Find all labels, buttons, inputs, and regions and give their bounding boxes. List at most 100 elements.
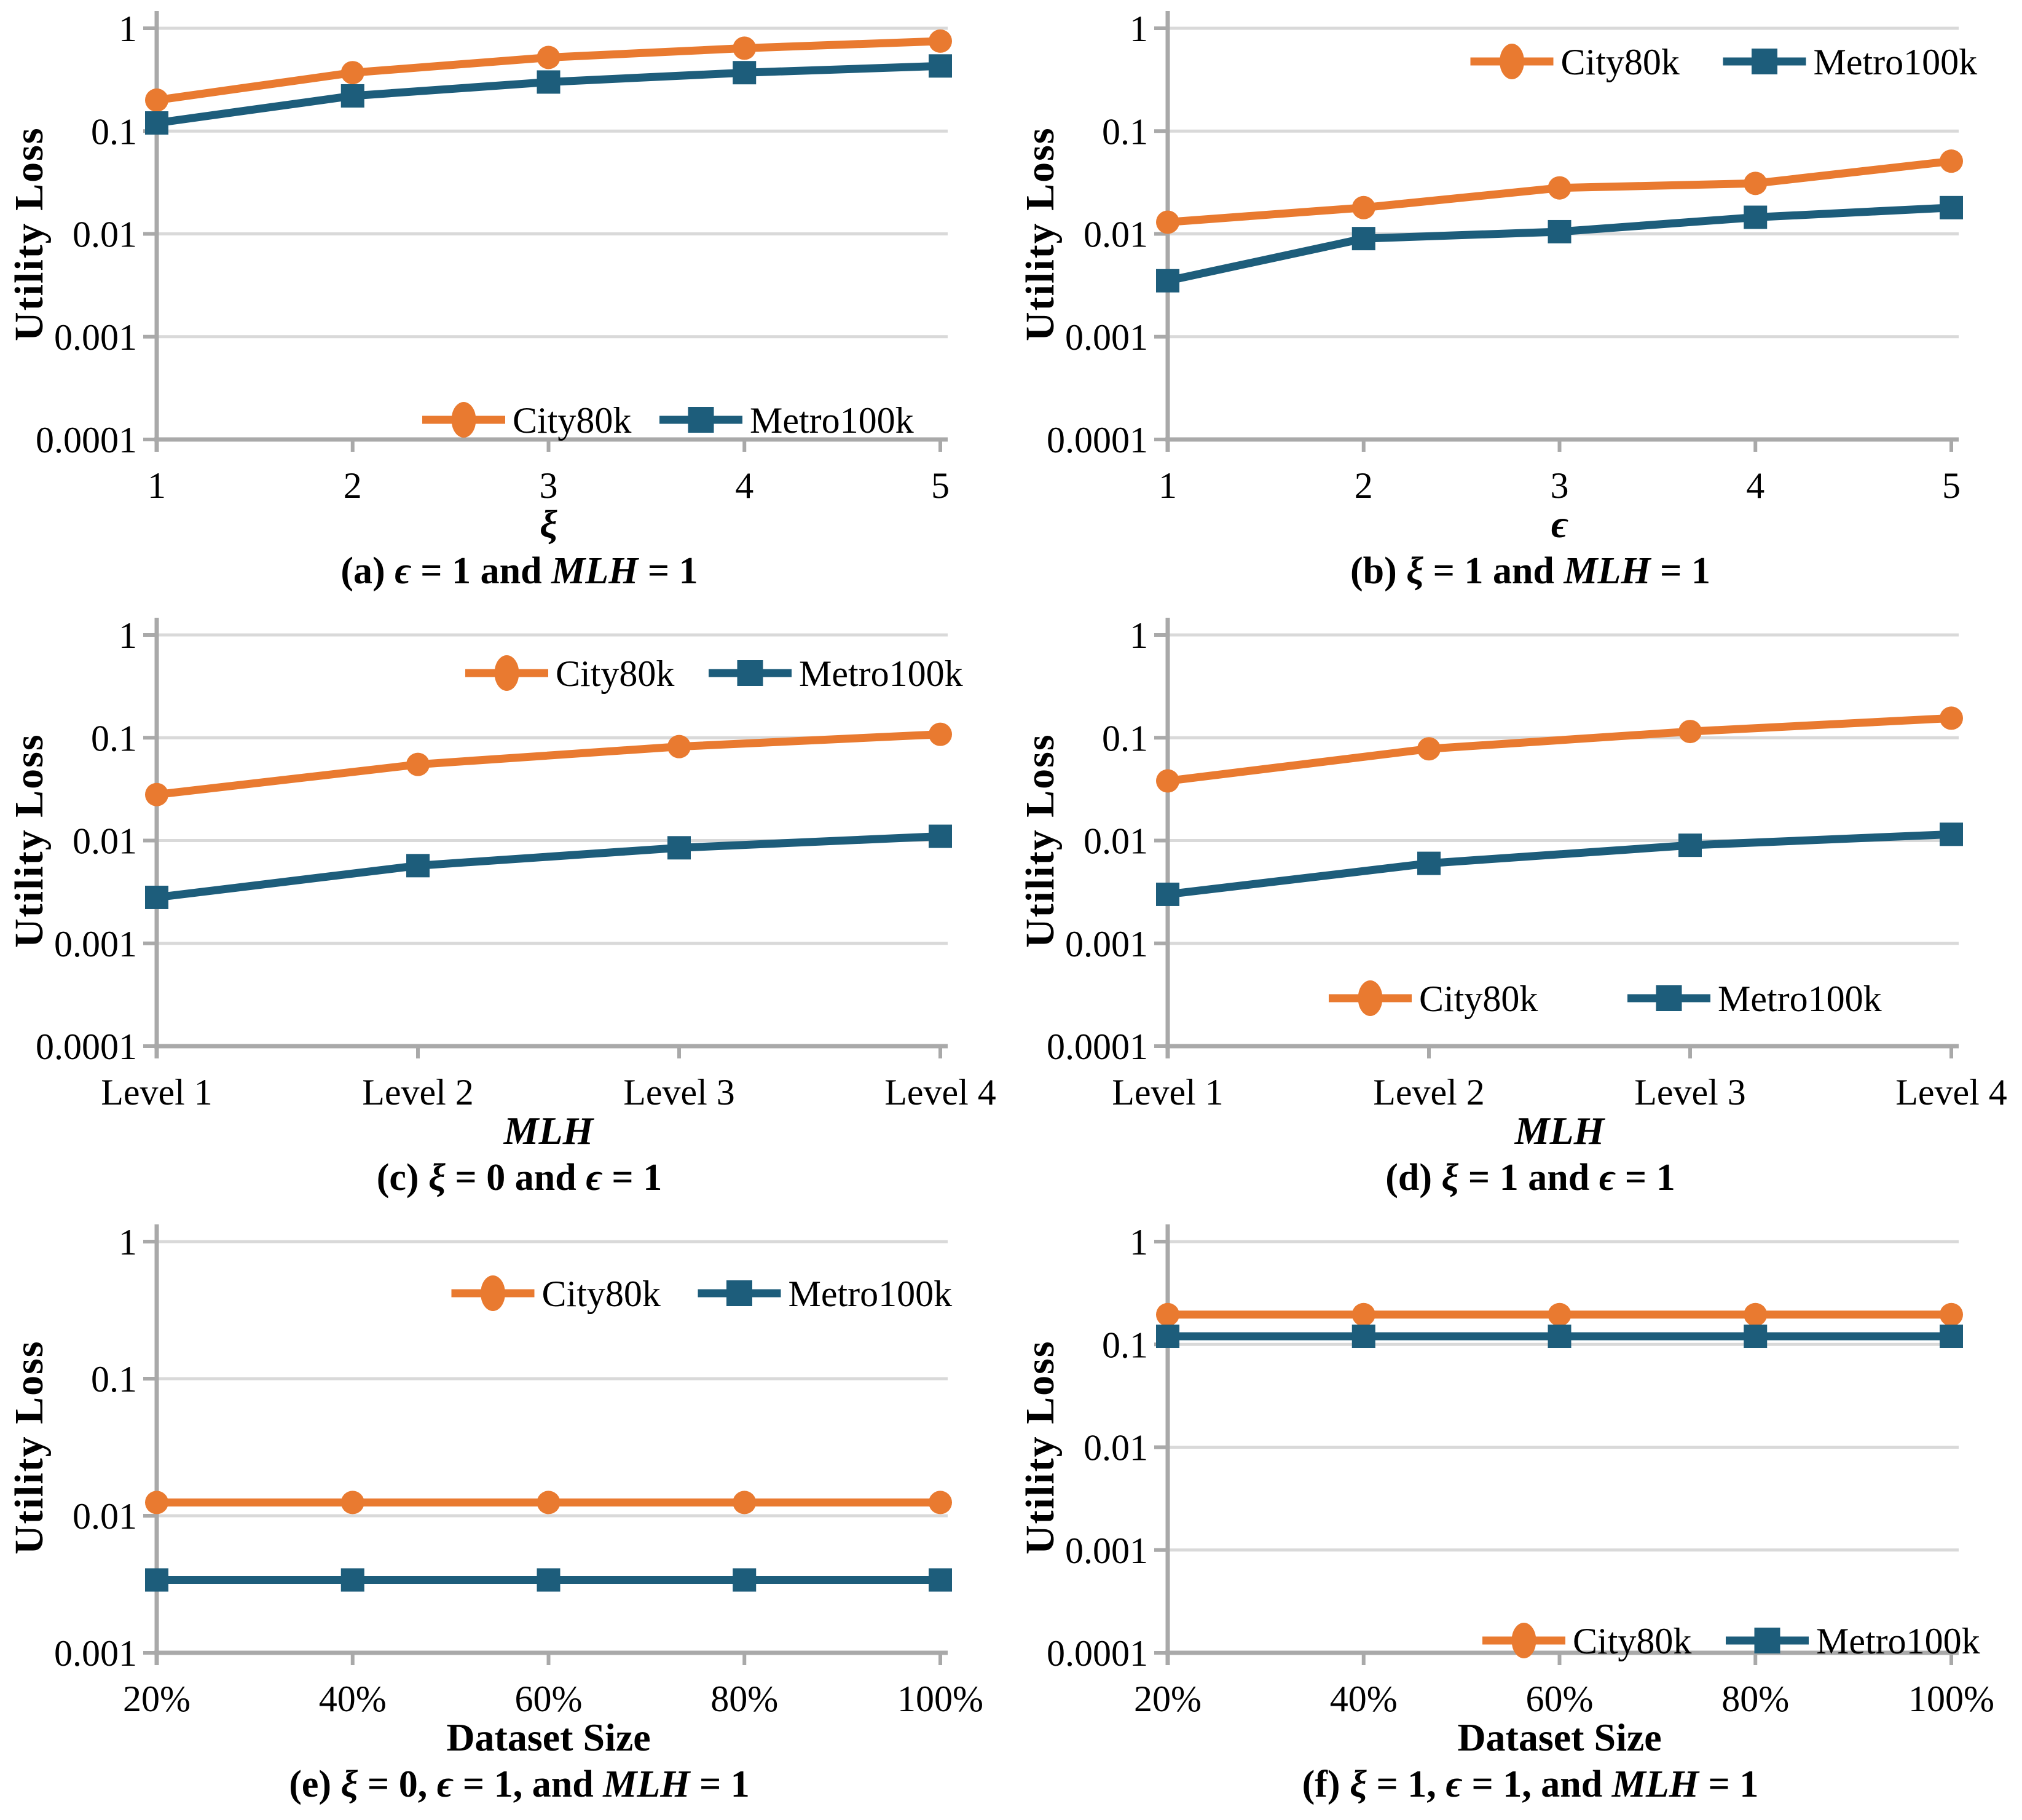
y-tick-label: 0.01 [73, 215, 137, 255]
x-tick-label: Level 4 [1895, 1072, 2007, 1113]
data-point-metro100k [929, 1568, 952, 1592]
y-tick-label: 0.001 [1065, 317, 1148, 358]
data-point-metro100k [1678, 833, 1702, 857]
data-point-metro100k [1156, 882, 1179, 906]
data-point-metro100k [145, 1568, 168, 1592]
data-point-metro100k [1744, 1325, 1768, 1349]
data-point-metro100k [1351, 227, 1375, 251]
panel-caption: (c) ξ = 0 and ϵ = 1 [98, 1156, 940, 1200]
series-line-metro100k [1163, 830, 1956, 899]
data-point-city80k [340, 1491, 364, 1515]
data-point-city80k [1940, 1302, 1963, 1326]
legend-label: Metro100k [1816, 1621, 1980, 1661]
math-symbol: ξ [428, 1157, 446, 1199]
legend-item-city80k: City80k [451, 1274, 661, 1314]
data-point-city80k [1351, 195, 1375, 219]
x-tick-label: 4 [735, 465, 753, 506]
data-point-city80k [1744, 171, 1768, 195]
data-point-metro100k [667, 836, 691, 860]
data-point-city80k [145, 782, 168, 806]
legend-label: City80k [542, 1274, 661, 1314]
data-point-city80k [929, 722, 952, 746]
label-text: = 1 [690, 1763, 750, 1805]
x-tick-label: 2 [344, 465, 362, 506]
x-tick-label: Level 2 [1373, 1072, 1485, 1113]
y-tick-label: 0.0001 [36, 1026, 137, 1067]
x-tick-label: 4 [1746, 465, 1764, 506]
x-tick-label: 100% [897, 1679, 983, 1719]
series-line-city80k [1163, 714, 1956, 786]
data-point-city80k [1156, 769, 1179, 793]
data-point-city80k [145, 1491, 168, 1515]
data-point-city80k [1548, 1302, 1572, 1326]
y-tick-label: 1 [119, 1222, 137, 1263]
x-tick-label: Level 1 [101, 1072, 213, 1113]
y-axis-label: Utility Loss [7, 1340, 52, 1554]
x-tick-label: Level 4 [884, 1072, 996, 1113]
data-point-metro100k [406, 854, 430, 878]
data-point-city80k [929, 29, 952, 53]
legend-marker-circle-icon [1500, 44, 1524, 79]
data-point-city80k [340, 61, 364, 85]
data-point-metro100k [1548, 1325, 1572, 1349]
y-axis-label: Utility Loss [7, 733, 52, 948]
data-point-city80k [1351, 1302, 1375, 1326]
y-tick-label: 0.01 [1084, 215, 1148, 255]
math-symbol: ϵ [1446, 1763, 1462, 1805]
math-symbol: MLH [551, 550, 639, 592]
data-point-metro100k [1548, 219, 1572, 243]
data-point-city80k [733, 1491, 757, 1515]
legend-item-metro100k: Metro100k [698, 1274, 952, 1314]
series-line-metro100k [152, 832, 945, 902]
y-axis-label: Utility Loss [1018, 127, 1063, 341]
data-point-city80k [1744, 1302, 1768, 1326]
y-axis-label: Utility Loss [1018, 733, 1063, 948]
panel-caption: (d) ξ = 1 and ϵ = 1 [1109, 1156, 1951, 1200]
y-tick-label: 0.01 [1084, 821, 1148, 862]
x-tick-label: 40% [319, 1679, 387, 1719]
legend-label: Metro100k [799, 653, 963, 694]
x-axis-label: MLH [1168, 1108, 1951, 1154]
y-tick-label: 0.0001 [1047, 1026, 1148, 1067]
x-tick-label: 1 [1159, 465, 1177, 506]
math-symbol: MLH [1564, 550, 1651, 592]
legend-item-metro100k: Metro100k [709, 653, 963, 694]
label-text: = 1 [1699, 1763, 1759, 1805]
panel-d: 1 0.1 0.01 0.001 0.0001 Level 1 Level 2 Level 3… [1011, 607, 2022, 1213]
legend-item-metro100k: Metro100k [1726, 1621, 1980, 1661]
y-tick-label: 0.001 [1065, 1530, 1148, 1571]
legend-item-metro100k: Metro100k [1723, 42, 1977, 82]
legend-marker-circle-icon [481, 1275, 505, 1311]
math-symbol: ξ [1441, 1157, 1459, 1199]
panel-e: 1 0.1 0.01 0.001 20% 40% 60% 80% 100% City80k Metr… [0, 1213, 1011, 1820]
series-line-metro100k [1163, 203, 1956, 285]
math-symbol: ξ [340, 1763, 358, 1805]
data-point-city80k [1156, 1302, 1179, 1326]
legend-item-city80k: City80k [1470, 42, 1680, 82]
data-point-city80k [733, 36, 757, 60]
legend-item-city80k: City80k [465, 653, 674, 694]
x-tick-label: 20% [123, 1679, 191, 1719]
chart-e: 1 0.1 0.01 0.001 20% 40% 60% 80% 100% City80k Metr… [54, 1222, 983, 1719]
legend-marker-square-icon [1752, 49, 1777, 74]
legend-item-metro100k: Metro100k [659, 400, 914, 441]
x-tick-label: 3 [1551, 465, 1569, 506]
y-tick-label: 0.1 [91, 1359, 137, 1400]
label-text: (f) [1302, 1763, 1350, 1805]
y-tick-label: 0.1 [1102, 1325, 1148, 1365]
math-symbol: ϵ [1599, 1157, 1616, 1199]
data-point-city80k [406, 752, 430, 776]
math-symbol: ξ [1406, 550, 1424, 592]
y-tick-label: 1 [1130, 615, 1148, 656]
data-point-metro100k [145, 111, 168, 135]
data-point-metro100k [1417, 851, 1441, 875]
data-point-city80k [1678, 720, 1702, 744]
data-point-metro100k [1940, 1325, 1963, 1349]
label-text: = 1 and [411, 550, 552, 592]
x-axis-label: Dataset Size [157, 1715, 940, 1760]
label-text: (a) [340, 550, 395, 592]
y-tick-label: 0.1 [91, 718, 137, 758]
panel-caption: (a) ϵ = 1 and MLH = 1 [98, 549, 940, 593]
data-point-city80k [929, 1491, 952, 1515]
label-text: = 0 and [445, 1157, 586, 1199]
